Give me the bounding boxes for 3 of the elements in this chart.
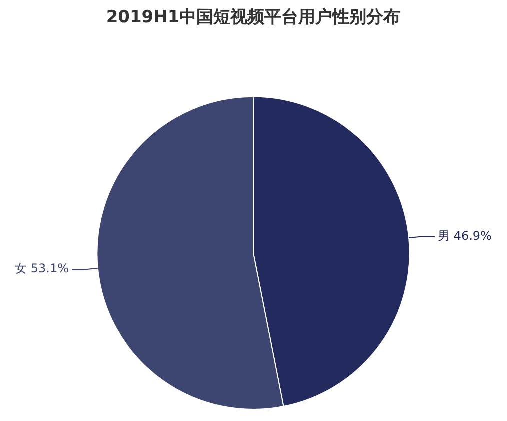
chart-title: 2019H1中国短视频平台用户性别分布 [106, 8, 401, 28]
slice-label: 男 46.9% [438, 228, 492, 243]
slice-label: 女 53.1% [15, 262, 69, 276]
